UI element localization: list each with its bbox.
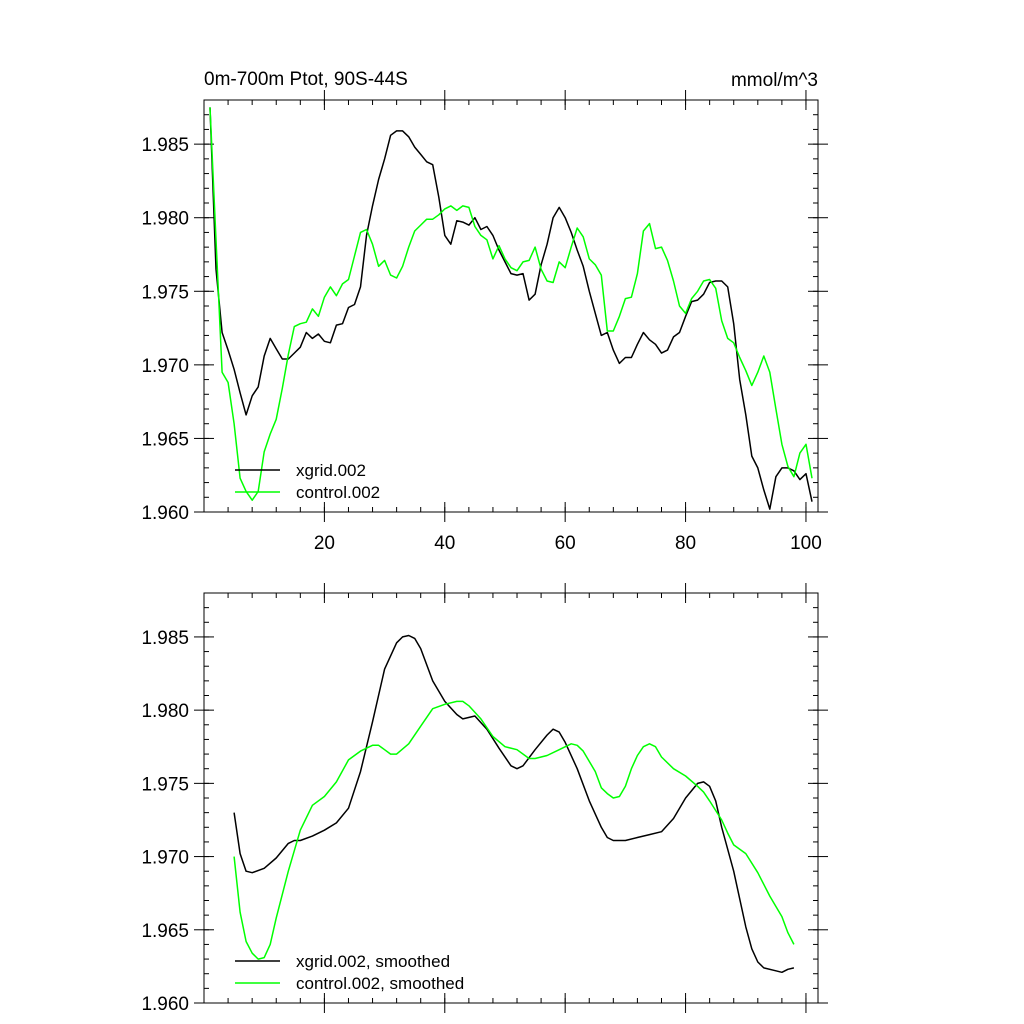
y-tick-label: 1.960 (141, 503, 189, 524)
raw-series-panel: 20 40 60 80 100 1.960 1.965 1.970 1.975 1.980 1.98… (141, 90, 828, 554)
y-tick-label: 1.965 (141, 429, 189, 450)
x-tick-label: 60 (555, 533, 576, 554)
y-tick-label: 1.960 (141, 994, 189, 1015)
x-tick-label: 80 (675, 533, 696, 554)
y-tick-label: 1.975 (141, 774, 189, 795)
smoothed-series-panel: 1.960 1.965 1.970 1.975 1.980 1.985 xgrid.002,… (141, 583, 828, 1015)
x-tick-label: 20 (314, 533, 335, 554)
x-tick-label: 40 (434, 533, 455, 554)
legend-label: control.002 (296, 483, 380, 502)
y-tick-label: 1.985 (141, 135, 189, 156)
y-tick-label: 1.970 (141, 848, 189, 869)
series-line-control-002-smoothed (233, 700, 795, 960)
plot-frame (203, 99, 819, 513)
legend-label: xgrid.002, smoothed (296, 952, 450, 971)
plot-left-title: 0m-700m Ptot, 90S-44S (204, 69, 408, 90)
series-line-xgrid-002-smoothed (233, 634, 795, 974)
series-line-xgrid-002 (209, 107, 813, 510)
plot-units-label: mmol/m^3 (731, 70, 818, 91)
y-tick-label: 1.975 (141, 282, 189, 303)
y-tick-label: 1.970 (141, 356, 189, 377)
legend-label: control.002, smoothed (296, 974, 464, 993)
y-tick-label: 1.980 (141, 209, 189, 230)
plot-frame (203, 592, 819, 1004)
x-tick-label: 100 (790, 533, 822, 554)
legend-label: xgrid.002 (296, 461, 366, 480)
y-tick-label: 1.965 (141, 921, 189, 942)
y-tick-label: 1.985 (141, 628, 189, 649)
y-tick-label: 1.980 (141, 701, 189, 722)
series-line-control-002 (209, 107, 813, 501)
